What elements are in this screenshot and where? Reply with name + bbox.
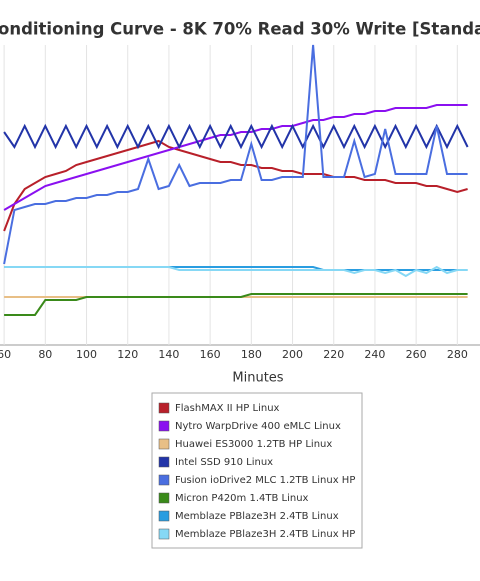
x-tick-label: 220 — [323, 348, 344, 361]
x-tick-label: 240 — [364, 348, 385, 361]
x-tick-label: 140 — [158, 348, 179, 361]
x-tick-label: 260 — [406, 348, 427, 361]
legend-swatch — [158, 528, 170, 540]
chart-title: onditioning Curve - 8K 70% Read 30% Writ… — [0, 20, 480, 39]
x-tick-label: 80 — [38, 348, 52, 361]
legend-swatch — [158, 474, 170, 486]
legend-box — [151, 392, 363, 549]
series-line — [3, 123, 469, 150]
series-line — [4, 265, 468, 278]
x-tick-label: 160 — [200, 348, 221, 361]
series-line — [3, 44, 468, 265]
legend-swatch — [158, 510, 170, 522]
x-tick-label: 100 — [76, 348, 97, 361]
legend-label: FlashMAX II HP Linux — [175, 403, 280, 414]
legend-swatch — [158, 438, 170, 450]
legend-label: Memblaze PBlaze3H 2.4TB Linux — [175, 511, 339, 522]
legend-swatch — [158, 402, 170, 414]
legend-swatch — [158, 420, 170, 432]
legend-swatch — [158, 456, 170, 468]
legend-label: Intel SSD 910 Linux — [175, 457, 273, 468]
x-tick-label: 120 — [117, 348, 138, 361]
legend-label: Huawei ES3000 1.2TB HP Linux — [175, 439, 332, 450]
x-tick-label: 60 — [0, 348, 11, 361]
legend-label: Nytro WarpDrive 400 eMLC Linux — [175, 421, 341, 432]
legend-label: Fusion ioDrive2 MLC 1.2TB Linux HP — [175, 475, 355, 486]
x-tick-label: 180 — [241, 348, 262, 361]
series-line — [3, 139, 468, 232]
series-line — [3, 104, 468, 211]
x-tick-label: 280 — [447, 348, 468, 361]
legend-swatch — [158, 492, 170, 504]
legend-label: Micron P420m 1.4TB Linux — [175, 493, 309, 504]
x-axis-label: Minutes — [232, 371, 283, 386]
legend-label: Memblaze PBlaze3H 2.4TB Linux HP — [175, 529, 355, 540]
series-line — [4, 293, 468, 316]
x-tick-label: 200 — [282, 348, 303, 361]
